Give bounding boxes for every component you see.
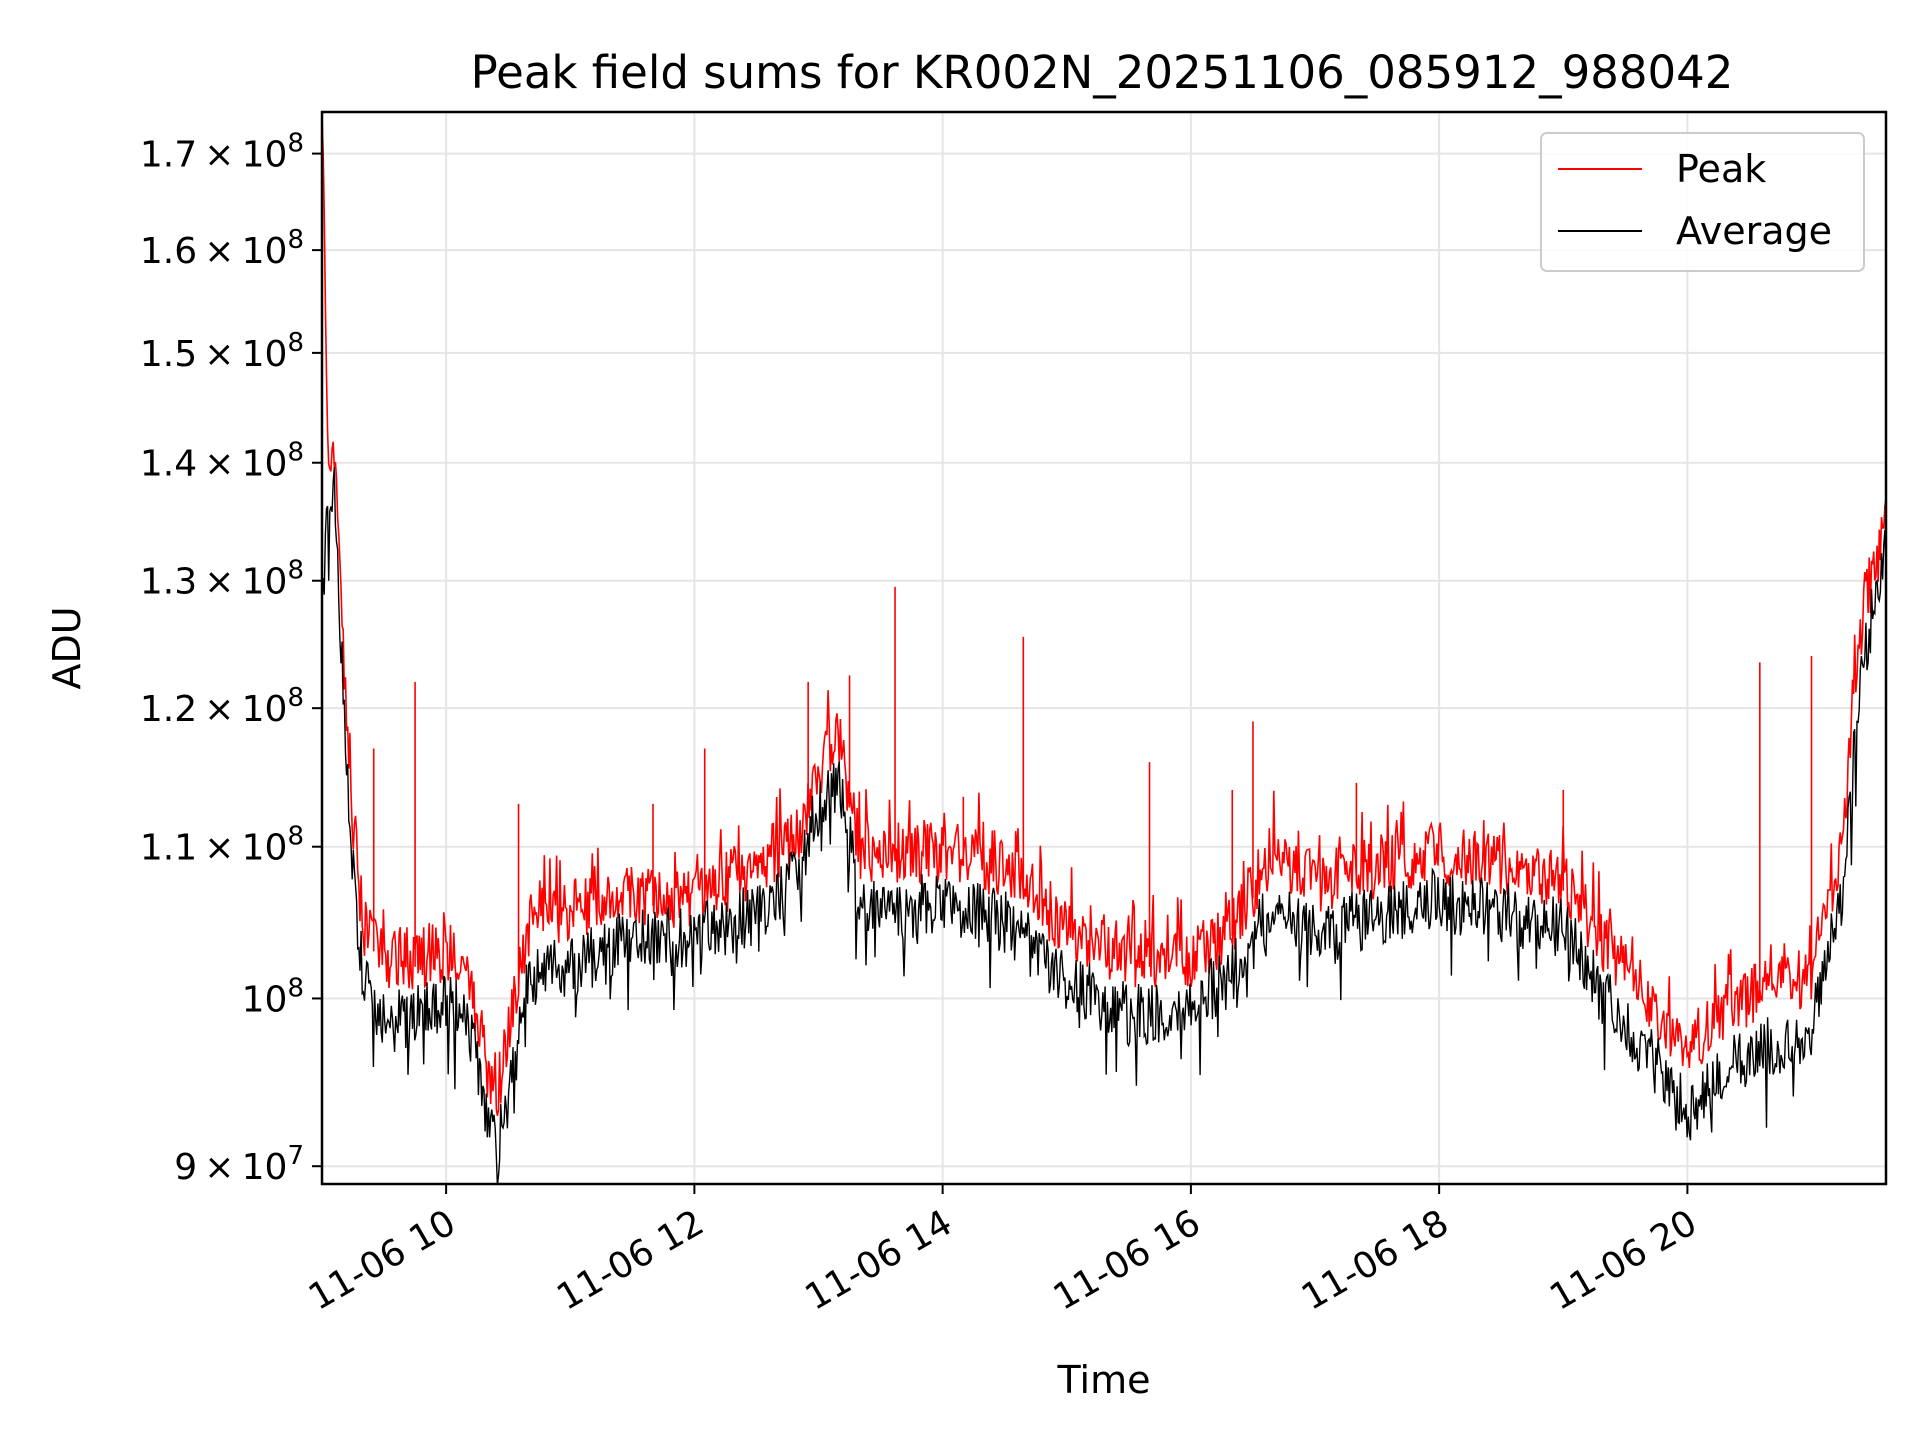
x-axis: 11-06 10 11-06 12 11-06 14 11-06 16 11-06 18… [302, 1184, 1704, 1319]
y-tick-base: 1.6 × 10 [140, 231, 288, 272]
y-tick-exponent: 8 [287, 683, 304, 713]
series-group [322, 117, 1886, 1184]
y-tick-base: 10 [242, 979, 288, 1020]
y-tick-base: 1.3 × 10 [140, 562, 288, 603]
x-tick-label: 11-06 16 [1047, 1202, 1208, 1318]
plot-frame [320, 110, 1888, 1186]
chart-title: Peak field sums for KR002N_20251106_0859… [471, 46, 1734, 99]
y-tick-label: 1.1 × 108 [140, 822, 304, 869]
y-tick-label: 1.6 × 108 [140, 225, 304, 272]
y-axis-label: ADU [45, 606, 89, 689]
y-tick-base: 9 × 10 [174, 1147, 287, 1188]
y-tick-base: 1.5 × 10 [140, 334, 288, 375]
legend-box [1540, 132, 1865, 272]
x-tick-label: 11-06 12 [550, 1202, 711, 1318]
legend: Peak Average [1540, 132, 1865, 272]
y-tick-exponent: 8 [287, 438, 304, 468]
y-tick-label: 1.2 × 108 [140, 683, 304, 730]
y-tick-exponent: 8 [287, 973, 304, 1003]
y-tick-label: 9 × 107 [174, 1141, 304, 1188]
y-tick-exponent: 8 [287, 328, 304, 358]
y-tick-exponent: 8 [287, 225, 304, 255]
x-tick-label: 11-06 14 [798, 1202, 959, 1318]
legend-label-average: Average [1676, 209, 1832, 253]
x-tick-label: 11-06 10 [302, 1202, 463, 1318]
y-tick-exponent: 8 [287, 556, 304, 586]
x-tick-label: 11-06 18 [1295, 1202, 1456, 1318]
x-tick-label: 11-06 20 [1543, 1202, 1704, 1318]
y-tick-label: 108 [242, 973, 304, 1020]
y-tick-label: 1.7 × 108 [140, 129, 304, 176]
legend-label-peak: Peak [1676, 147, 1766, 191]
y-tick-base: 1.2 × 10 [140, 689, 288, 730]
series-lines [322, 117, 1886, 1184]
y-tick-label: 1.4 × 108 [140, 438, 304, 485]
y-tick-exponent: 7 [287, 1141, 304, 1171]
y-tick-exponent: 8 [287, 129, 304, 159]
y-tick-base: 1.4 × 10 [140, 444, 288, 485]
y-tick-base: 1.1 × 10 [140, 828, 288, 869]
grid-lines [322, 112, 1886, 1184]
y-tick-base: 1.7 × 10 [140, 135, 288, 176]
y-tick-label: 1.5 × 108 [140, 328, 304, 375]
y-tick-exponent: 8 [287, 822, 304, 852]
y-tick-label: 1.3 × 108 [140, 556, 304, 603]
x-axis-label: Time [1057, 1358, 1151, 1402]
series-line-average [322, 467, 1886, 1184]
series-line-peak [322, 117, 1886, 1116]
